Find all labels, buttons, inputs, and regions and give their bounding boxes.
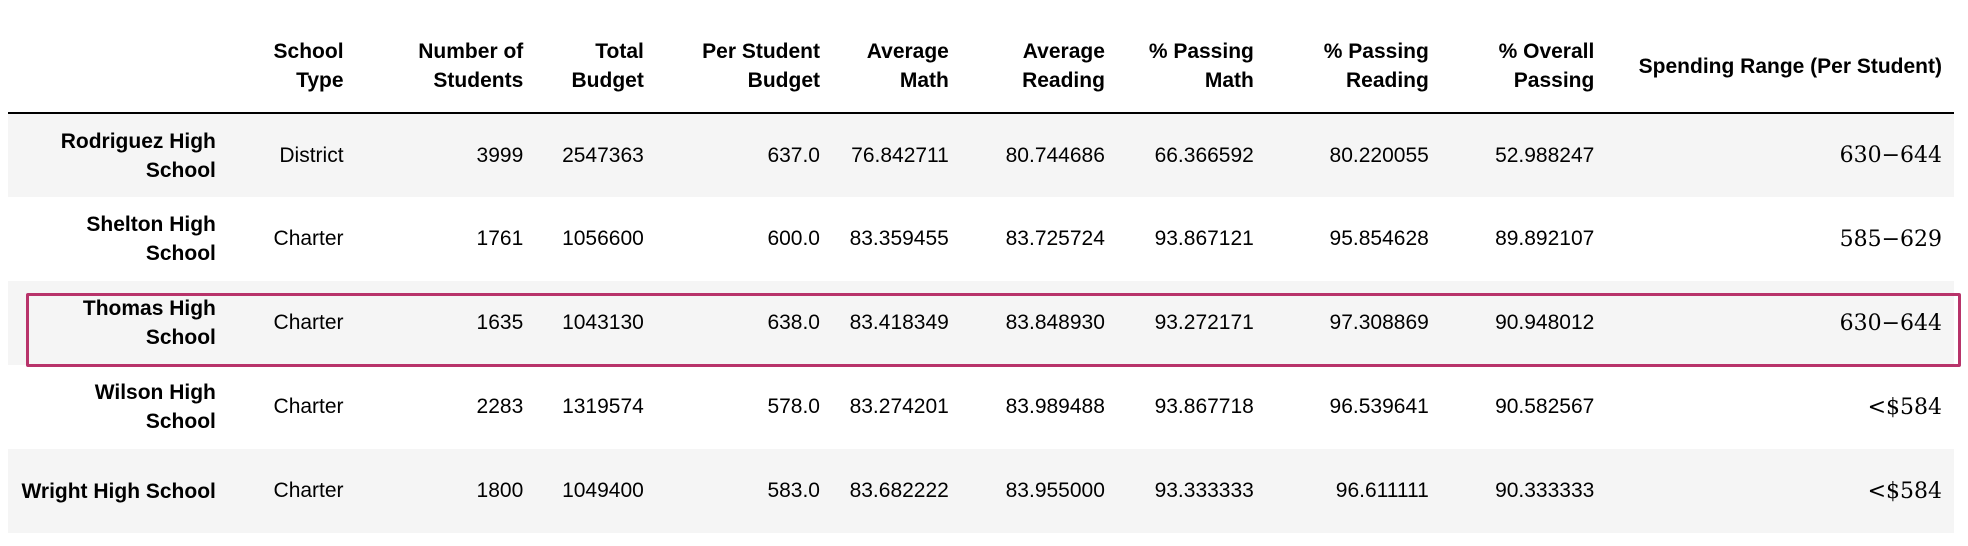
row-school-name: Rodriguez High School [60,129,216,182]
cell-passing-math: 66.366592 [1154,143,1254,167]
cell-passing-reading: 96.611111 [1335,479,1429,502]
cell-average-reading: 83.725724 [1005,227,1105,250]
row-school-name: Wright High School [21,479,216,503]
row-school-name: Shelton High School [86,213,216,265]
cell-school-type: District [279,143,344,167]
cell-average-math: 83.274201 [849,395,949,418]
cell-total-budget: 1049400 [562,479,644,502]
cell-spending-range: <$584 [1867,478,1942,504]
cell-total-budget: 2547363 [562,143,644,167]
cell-per-student-budget: 600.0 [767,227,820,250]
cell-passing-reading: 95.854628 [1329,227,1429,250]
cell-overall-passing: 90.333333 [1495,479,1595,502]
cell-passing-math: 93.333333 [1154,479,1254,502]
cell-school-type: Charter [273,311,344,334]
table-row: Wright High School Charter 1800 1049400 … [8,449,1954,533]
column-header-index [8,20,228,113]
cell-per-student-budget: 637.0 [767,143,820,167]
row-school-name: Wilson High School [94,381,216,433]
cell-passing-math: 93.867718 [1154,395,1254,418]
cell-average-math: 83.418349 [849,311,949,334]
cell-total-budget: 1043130 [562,311,644,334]
cell-overall-passing: 90.948012 [1495,311,1595,334]
cell-average-reading: 80.744686 [1005,143,1105,167]
cell-students: 3999 [476,143,524,167]
column-header-average-reading: Average Reading [1022,40,1105,92]
school-summary-table: School Type Number of Students Total Bud… [8,20,1954,533]
cell-total-budget: 1319574 [562,395,644,418]
cell-per-student-budget: 578.0 [767,395,820,418]
cell-spending-range: 630−644 [1839,310,1942,336]
cell-average-reading: 83.989488 [1005,395,1105,418]
cell-per-student-budget: 583.0 [767,479,820,502]
cell-students: 1761 [476,227,524,250]
cell-average-math: 83.682222 [849,479,949,502]
column-header-passing-math: % Passing Math [1148,40,1254,92]
cell-spending-range: 630−644 [1839,143,1942,168]
cell-school-type: Charter [273,227,344,250]
cell-spending-range: 585−629 [1839,226,1942,252]
cell-average-reading: 83.955000 [1005,479,1105,502]
cell-average-reading: 83.848930 [1005,311,1105,334]
cell-average-math: 83.359455 [849,227,949,250]
table-row: Thomas High School Charter 1635 1043130 … [8,281,1954,365]
cell-total-budget: 1056600 [562,227,644,250]
column-header-overall-passing: % Overall Passing [1498,40,1595,92]
table-row: Rodriguez High School District 3999 2547… [8,113,1954,197]
cell-students: 1800 [476,479,524,502]
column-header-spending-range: Spending Range (Per Student) [1638,54,1942,78]
cell-passing-math: 93.272171 [1154,311,1254,334]
cell-passing-math: 93.867121 [1154,227,1254,250]
column-header-per-student-budget: Per Student Budget [702,40,820,92]
cell-average-math: 76.842711 [851,143,949,167]
cell-overall-passing: 90.582567 [1495,395,1595,418]
cell-passing-reading: 80.220055 [1329,143,1429,167]
cell-students: 1635 [476,311,524,334]
table-row: Shelton High School Charter 1761 1056600… [8,197,1954,281]
column-header-passing-reading: % Passing Reading [1323,40,1429,92]
row-school-name: Thomas High School [82,297,216,349]
cell-spending-range: <$584 [1867,394,1942,420]
cell-per-student-budget: 638.0 [767,311,820,334]
cell-passing-reading: 96.539641 [1329,395,1429,418]
cell-students: 2283 [476,395,524,418]
cell-school-type: Charter [273,479,344,502]
column-header-total-budget: Total Budget [571,40,644,92]
cell-school-type: Charter [273,395,344,418]
table-row: Wilson High School Charter 2283 1319574 … [8,365,1954,449]
cell-overall-passing: 52.988247 [1495,143,1595,167]
column-header-number-of-students: Number of Students [418,40,524,92]
cell-overall-passing: 89.892107 [1495,227,1595,250]
column-header-school-type: School Type [273,40,344,92]
cell-passing-reading: 97.308869 [1329,311,1429,334]
column-header-average-math: Average Math [866,40,949,92]
header-row: School Type Number of Students Total Bud… [8,20,1954,113]
